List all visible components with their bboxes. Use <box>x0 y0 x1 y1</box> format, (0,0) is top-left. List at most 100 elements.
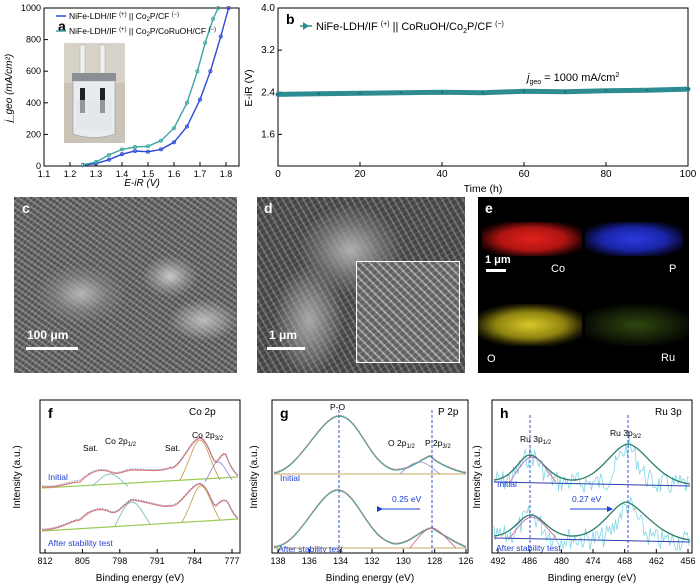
cell-lid <box>72 73 116 81</box>
panel-a-series-2-point <box>107 152 112 157</box>
panel-f-ylabel: Intensity (a.u.) <box>12 445 23 508</box>
panel-h-after-data <box>493 496 690 552</box>
panel-h: 492 486 480 474 468 462 456 h Ru 3p Ru 3p1/2 R… <box>472 399 696 584</box>
panel-g-peak-po: P-O <box>330 402 346 412</box>
panel-g-shift: 0.25 eV <box>392 494 422 504</box>
panel-f-peak-sat1: Sat. <box>83 443 98 453</box>
panel-b-series-point <box>358 92 362 95</box>
panel-a-xtick-label: 1.1 <box>38 169 51 179</box>
panel-h-label-initial: Initial <box>497 479 517 489</box>
panel-g-xtick-label: 134 <box>333 556 348 566</box>
electrolyte <box>76 100 112 130</box>
panel-g-xtick-label: 132 <box>364 556 379 566</box>
panel-a-series-1-point <box>208 69 213 74</box>
panel-e-eds-maps: Co P O Ru e 1 μm <box>478 197 689 373</box>
panel-f-xtick-label: 798 <box>112 556 127 566</box>
panel-b-ylabel: E-iR (V) <box>243 69 255 106</box>
panel-a-xtick-label: 1.2 <box>64 169 77 179</box>
panel-a-legend-1: NiFe-LDH/IF (+) || Co2P/CF (−) <box>69 11 179 23</box>
panel-a-series-2-point <box>145 144 150 149</box>
panel-a-series-1-point <box>107 157 112 162</box>
panel-a-xtick-label: 1.6 <box>168 169 181 179</box>
panel-g-xtick-label: 130 <box>396 556 411 566</box>
panel-d-label: d <box>264 200 273 216</box>
panel-h-xtick-label: 480 <box>554 556 569 566</box>
panel-a-series-1-point <box>171 140 176 145</box>
panel-g-initial-fit <box>273 415 467 474</box>
panel-h-xtick-label: 468 <box>617 556 632 566</box>
panel-a-series-1-point <box>145 149 150 154</box>
electrode-rod-right <box>99 44 106 76</box>
panel-a-series-2-point <box>120 147 125 152</box>
panel-b-ytick-label: 3.2 <box>261 45 275 56</box>
panel-a-ytick-label: 600 <box>26 66 41 76</box>
panel-g-after-fit <box>273 489 467 548</box>
panel-c-scale: 100 μm <box>27 328 69 342</box>
panel-f: 812 805 798 791 784 777 f Co 2p Sat. Co 2p1/2… <box>12 399 241 584</box>
panel-h-initial-fit <box>493 443 691 485</box>
panel-b-ytick-label: 1.6 <box>261 129 275 140</box>
panel-f-label-initial: Initial <box>48 472 68 482</box>
panel-h-peak-32: Ru 3p3/2 <box>610 428 642 440</box>
panel-h-label: h <box>500 405 509 421</box>
panel-g-xtick-label: 138 <box>270 556 285 566</box>
panel-d-scale: 1 μm <box>269 328 298 342</box>
panel-h-xtick-label: 486 <box>522 556 537 566</box>
panel-h-spectra <box>493 415 691 553</box>
panel-f-xtick-label: 777 <box>224 556 239 566</box>
panel-h-xtick-label: 462 <box>649 556 664 566</box>
panel-h-initial-data <box>493 436 690 493</box>
panel-a-series-1-point <box>184 124 189 129</box>
panel-a-series-2-point <box>195 69 200 74</box>
panel-a-ticks: 1.1 1.2 1.3 1.4 1.5 1.6 1.7 1.8 0 200 400 600 800 100… <box>21 3 232 179</box>
panel-f-frame <box>39 399 241 554</box>
panel-a-xtick-label: 1.8 <box>220 169 233 179</box>
eds-map-o: O <box>478 286 582 373</box>
panel-b-series-point <box>317 92 321 96</box>
panel-b-legend: NiFe-LDH/IF (+) || CoRuOH/Co2P/CF (−) <box>316 21 504 35</box>
panel-a-xtick-label: 1.4 <box>116 169 129 179</box>
panel-g-label: g <box>280 405 289 421</box>
panel-g-label-after: After stability test <box>278 544 343 554</box>
panel-a-series <box>81 6 231 168</box>
panel-a-series-2-point <box>203 40 208 45</box>
panel-a-series-2-point <box>184 100 189 105</box>
panel-g-xlabel: Binding energy (eV) <box>326 573 414 584</box>
panel-g-xtick-label: 136 <box>302 556 317 566</box>
panel-b-ytick-label: 4.0 <box>261 3 275 14</box>
panel-d-sem-image: d 1 μm <box>257 197 465 373</box>
panel-g-peak-o: O 2p1/2 <box>388 438 415 450</box>
panel-b-legend-marker <box>303 22 309 30</box>
eds-map-p: P <box>585 197 689 284</box>
panel-f-xtick-label: 791 <box>150 556 165 566</box>
panel-f-peak-32: Co 2p3/2 <box>192 430 224 442</box>
panel-a-label: a <box>58 18 66 34</box>
panel-h-shift: 0.27 eV <box>572 494 602 504</box>
panel-a-ytick-label: 800 <box>26 35 41 45</box>
panel-a-xtick-label: 1.7 <box>194 169 207 179</box>
panel-b-xtick-label: 20 <box>354 169 366 180</box>
panel-a-series-2-line <box>82 7 219 166</box>
panel-g-spectra <box>273 410 467 553</box>
panel-b-xtick-label: 80 <box>600 169 612 180</box>
panel-b-series-point <box>481 91 485 94</box>
panel-d-inset <box>356 261 460 363</box>
panel-a-series-2-point <box>158 138 163 143</box>
panel-g-xtick-label: 126 <box>458 556 473 566</box>
panel-h-label-after: After stability test <box>496 543 561 553</box>
panel-f-spectra <box>41 436 239 532</box>
panel-b-series-point <box>604 89 608 92</box>
panel-h-after-fit <box>493 501 691 541</box>
panel-b-annotation: jgeo = 1000 mA/cm2 <box>525 72 619 86</box>
panel-d-scalebar <box>267 347 305 350</box>
panel-a-series-1-point <box>226 6 231 11</box>
panel-e-scale: 1 μm <box>485 254 511 266</box>
panel-b-series-point <box>276 93 280 96</box>
panel-a-series-2-point <box>81 162 86 167</box>
panel-a-series-1-point <box>197 97 202 102</box>
panel-f-label-after: After stability test <box>48 538 113 548</box>
panel-h-xlabel: Binding energy (eV) <box>548 573 636 584</box>
panel-g-label-initial: Initial <box>280 473 300 483</box>
panel-a-series-2-point <box>210 17 215 22</box>
